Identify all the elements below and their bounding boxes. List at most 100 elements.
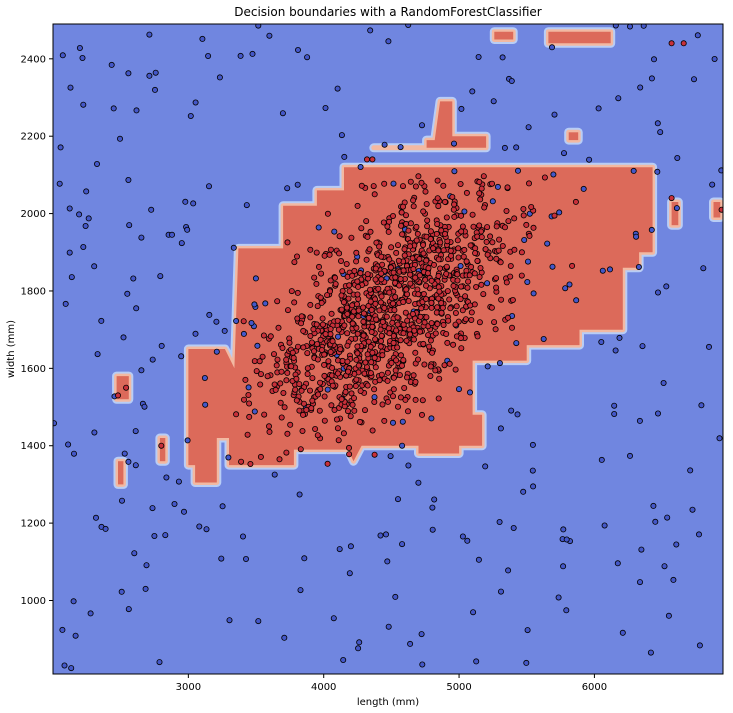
data-point-class-0 [126,222,133,229]
data-point-class-0 [149,356,156,363]
data-point-class-1 [346,288,353,295]
data-point-class-1 [401,246,408,253]
data-point-class-0 [70,598,77,605]
data-point-class-0 [322,105,329,112]
data-point-class-1 [430,261,437,268]
data-point-class-0 [158,342,165,349]
data-point-class-0 [120,334,127,341]
data-point-class-0 [80,101,87,108]
data-point-class-1 [526,180,533,187]
data-point-class-1 [495,247,502,254]
data-point-class-0 [513,144,520,151]
data-point-class-1 [336,233,343,240]
data-point-class-1 [385,325,392,332]
data-point-class-0 [168,231,175,238]
data-point-class-1 [462,316,469,323]
data-point-class-0 [691,76,698,83]
data-point-class-1 [463,189,470,196]
decision-region [159,438,166,462]
data-point-class-1 [410,372,417,379]
data-point-class-0 [482,463,489,470]
data-point-class-1 [277,399,284,406]
data-point-class-1 [298,387,305,394]
data-point-class-1 [473,283,480,290]
data-point-class-1 [360,332,367,339]
data-point-class-1 [341,322,348,329]
data-point-class-1 [308,339,315,346]
data-point-class-1 [434,304,441,311]
data-point-class-1 [371,191,378,198]
data-point-class-1 [440,247,447,254]
data-point-class-0 [650,502,657,509]
data-point-class-1 [435,395,442,402]
data-point-class-1 [428,320,435,327]
data-point-class-1 [381,304,388,311]
data-point-class-1 [316,407,323,414]
data-point-class-0 [415,479,422,486]
data-point-class-1 [331,274,338,281]
data-point-class-1 [427,236,434,243]
data-point-class-1 [474,257,481,264]
data-point-class-0 [184,226,191,233]
data-point-class-0 [494,183,501,190]
data-point-class-1 [363,156,370,163]
data-point-class-1 [493,255,500,262]
data-point-class-1 [668,195,675,202]
data-point-class-0 [508,407,515,414]
data-point-class-0 [91,429,98,436]
data-point-class-0 [130,275,137,282]
data-point-class-1 [360,318,367,325]
data-point-class-1 [452,366,459,373]
data-point-class-1 [265,423,272,430]
data-point-class-1 [447,247,454,254]
data-point-class-0 [71,450,78,457]
data-point-class-1 [307,332,314,339]
data-point-class-0 [151,86,158,93]
data-point-class-1 [349,272,356,279]
data-point-class-1 [492,326,499,333]
data-point-class-1 [450,206,457,213]
data-point-class-0 [356,639,363,646]
data-point-class-1 [384,223,391,230]
data-point-class-1 [389,319,396,326]
data-point-class-1 [338,292,345,299]
data-point-class-1 [443,270,450,277]
data-point-class-1 [353,356,360,363]
data-point-class-1 [238,458,245,465]
data-point-class-1 [401,252,408,259]
data-point-class-1 [314,303,321,310]
data-point-class-1 [281,404,288,411]
data-point-class-1 [416,256,423,263]
data-point-class-0 [640,24,647,29]
data-point-class-1 [337,346,344,353]
data-point-class-1 [483,238,490,245]
data-point-class-1 [443,263,450,270]
data-point-class-1 [294,289,301,296]
data-point-class-1 [484,251,491,258]
data-point-class-0 [315,224,322,231]
data-point-class-1 [429,349,436,356]
data-point-class-0 [489,198,496,205]
y-tick-label: 2000 [21,209,46,220]
data-point-class-1 [400,321,407,328]
data-point-class-1 [457,335,464,342]
data-point-class-0 [540,335,547,342]
data-point-class-0 [484,363,491,370]
data-point-class-1 [478,185,485,192]
data-point-class-1 [505,218,512,225]
data-point-class-1 [476,222,483,229]
data-point-class-1 [345,368,352,375]
data-point-class-1 [477,196,484,203]
data-point-class-0 [205,183,212,190]
data-point-class-0 [233,317,240,324]
data-point-class-0 [143,562,150,569]
data-point-class-1 [381,417,388,424]
data-point-class-1 [386,330,393,337]
data-point-class-1 [389,212,396,219]
data-point-class-1 [397,352,404,359]
data-point-class-1 [400,267,407,274]
data-point-class-1 [397,222,404,229]
data-point-class-1 [468,263,475,270]
data-point-class-0 [698,402,705,409]
data-point-class-0 [248,319,255,326]
